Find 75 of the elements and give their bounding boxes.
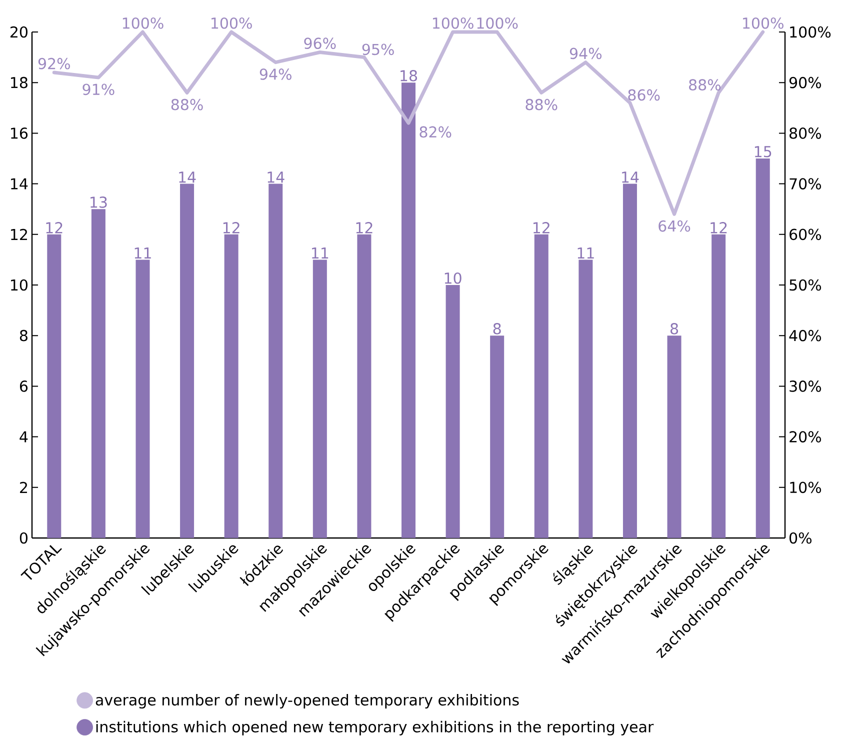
bar bbox=[47, 234, 62, 538]
y2-tick-label: 80% bbox=[790, 128, 822, 139]
y-tick-label: 20 bbox=[10, 26, 28, 38]
data-label: 18 bbox=[400, 70, 418, 82]
y2-tick-label: 20% bbox=[790, 431, 822, 442]
bar bbox=[756, 158, 770, 538]
bar bbox=[712, 234, 726, 538]
bar bbox=[91, 209, 106, 538]
bar bbox=[312, 260, 327, 538]
bar bbox=[446, 284, 460, 538]
data-label: 8 bbox=[493, 323, 501, 334]
data-label: 96% bbox=[304, 38, 336, 50]
y2-tick-label: 70% bbox=[790, 178, 822, 190]
data-label: 11 bbox=[312, 248, 328, 258]
y-tick-label: 18 bbox=[11, 76, 28, 88]
y2-tick-label: 90% bbox=[789, 76, 822, 88]
y-tick-label: 6 bbox=[20, 380, 28, 392]
data-label: 100% bbox=[743, 17, 784, 29]
data-label: 100% bbox=[477, 17, 518, 29]
y-tick-label: 12 bbox=[11, 228, 27, 240]
data-label: 100% bbox=[212, 17, 252, 29]
data-label: 100% bbox=[122, 17, 164, 29]
bar bbox=[268, 184, 283, 538]
y-tick-label: 4 bbox=[20, 431, 28, 442]
data-label: 88% bbox=[689, 79, 721, 91]
data-label: 12 bbox=[223, 222, 240, 234]
data-label: 95% bbox=[362, 44, 394, 56]
y-tick-label: 0 bbox=[20, 532, 28, 544]
data-label: 100% bbox=[433, 17, 474, 29]
data-label: 8 bbox=[670, 323, 678, 334]
y2-tick-label: 60% bbox=[790, 228, 822, 240]
bar bbox=[490, 336, 504, 538]
y2-tick-label: 50% bbox=[790, 279, 822, 291]
y2-tick-label: 40% bbox=[789, 330, 822, 342]
bar bbox=[667, 336, 682, 538]
y-tick-label: 14 bbox=[11, 178, 28, 190]
data-label: 15 bbox=[754, 146, 772, 158]
bar bbox=[136, 260, 150, 538]
data-label: 91% bbox=[82, 84, 114, 96]
data-label: 12 bbox=[710, 222, 727, 234]
bar bbox=[180, 184, 194, 538]
y2-tick-label: 0% bbox=[790, 532, 812, 544]
data-label: 12 bbox=[533, 222, 550, 234]
data-label: 13 bbox=[90, 196, 107, 208]
y2-tick-label: 10% bbox=[790, 482, 822, 494]
y2-tick-label: 100% bbox=[790, 26, 831, 38]
data-label: 94% bbox=[260, 68, 292, 80]
y-tick-label: 2 bbox=[20, 482, 27, 493]
data-label: 14 bbox=[268, 172, 284, 183]
data-label: 12 bbox=[356, 222, 372, 234]
y2-tick-label: 30% bbox=[790, 380, 822, 392]
y-tick-label: 10 bbox=[11, 279, 28, 291]
bar bbox=[357, 234, 372, 538]
bar bbox=[224, 234, 238, 538]
legend-label: average number of newly-opened temporary exhibitions bbox=[96, 694, 519, 709]
data-label: 92% bbox=[38, 58, 70, 70]
legend-label: institutions which opened new temporary exhibitions in the reporting year bbox=[96, 720, 654, 736]
bar bbox=[622, 184, 637, 538]
data-label: 11 bbox=[134, 248, 151, 258]
bar bbox=[402, 82, 416, 538]
data-label: 12 bbox=[46, 222, 62, 234]
y-tick-label: 8 bbox=[20, 330, 28, 342]
data-label: 82% bbox=[420, 126, 452, 138]
data-label: 94% bbox=[570, 48, 602, 60]
data-label: 10 bbox=[444, 272, 462, 284]
data-label: 88% bbox=[526, 98, 558, 110]
data-label: 64% bbox=[658, 220, 690, 232]
bar bbox=[534, 234, 548, 538]
data-label: 86% bbox=[628, 89, 660, 101]
data-label: 14 bbox=[179, 172, 196, 183]
y-tick-label: 16 bbox=[11, 128, 28, 139]
data-label: 11 bbox=[578, 248, 594, 258]
data-label: 14 bbox=[622, 172, 639, 183]
bar bbox=[578, 260, 593, 538]
data-label: 88% bbox=[171, 98, 203, 110]
